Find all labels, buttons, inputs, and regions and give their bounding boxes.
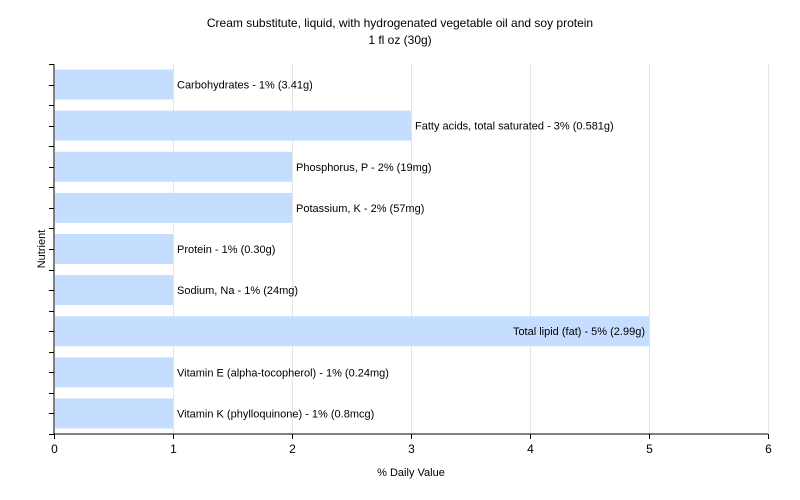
x-tick-label: 1 [170, 442, 177, 456]
chart-title: Cream substitute, liquid, with hydrogena… [207, 16, 593, 30]
bar [55, 398, 173, 429]
bar-label: Vitamin E (alpha-tocopherol) - 1% (0.24m… [177, 367, 389, 379]
bars [55, 69, 649, 429]
x-axis-ticks: 0 1 2 3 4 5 6 [51, 434, 772, 456]
bar-label: Potassium, K - 2% (57mg) [296, 203, 424, 215]
x-tick-label: 0 [51, 442, 58, 456]
bar [55, 234, 173, 264]
x-tick-label: 2 [289, 442, 296, 456]
bar-label: Protein - 1% (0.30g) [177, 244, 275, 256]
x-axis-title: % Daily Value [377, 467, 445, 479]
bar-label: Vitamin K (phylloquinone) - 1% (0.8mcg) [177, 408, 374, 420]
bar-label: Sodium, Na - 1% (24mg) [177, 285, 298, 297]
bar-label: Phosphorus, P - 2% (19mg) [296, 162, 432, 174]
bar-label: Total lipid (fat) - 5% (2.99g) [513, 326, 645, 338]
y-axis-title: Nutrient [36, 230, 48, 269]
x-tick-label: 5 [646, 442, 653, 456]
x-tick-label: 4 [527, 442, 534, 456]
bar [55, 110, 411, 141]
bar-label: Fatty acids, total saturated - 3% (0.581… [415, 121, 614, 133]
chart-subtitle: 1 fl oz (30g) [368, 33, 431, 47]
bar [55, 316, 649, 347]
bar [55, 275, 173, 306]
bar [55, 357, 173, 388]
bar-labels: Carbohydrates - 1% (3.41g) Fatty acids, t… [177, 80, 645, 421]
bar-label: Carbohydrates - 1% (3.41g) [177, 80, 313, 92]
y-axis-ticks [49, 64, 54, 435]
bar [55, 151, 292, 182]
x-tick-label: 3 [408, 442, 415, 456]
bar [55, 192, 292, 223]
bar [55, 69, 173, 100]
x-tick-label: 6 [765, 442, 772, 456]
